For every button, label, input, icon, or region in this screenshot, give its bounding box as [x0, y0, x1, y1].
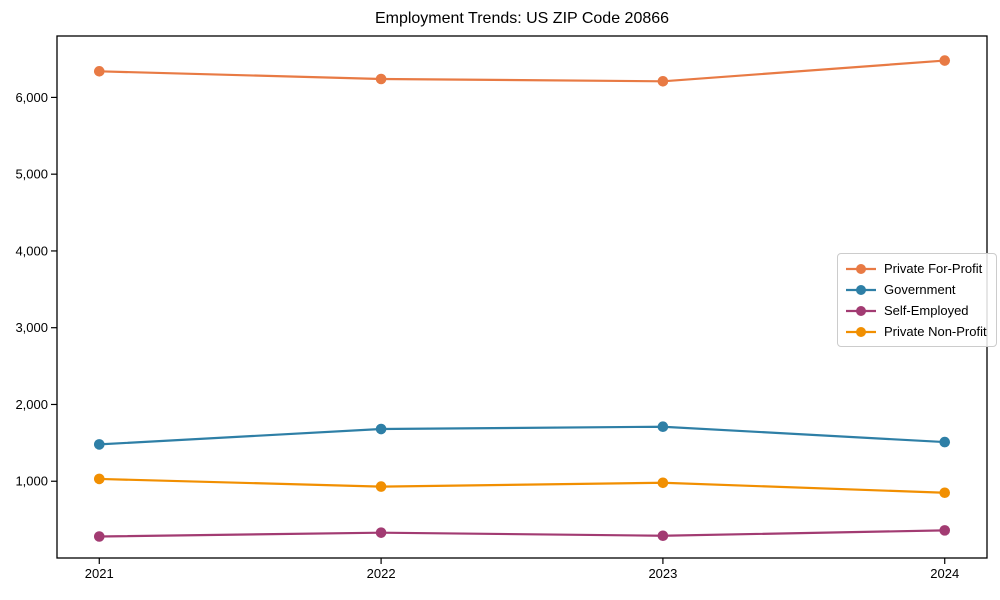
- data-point-private-for-profit-2023: [657, 75, 669, 87]
- legend-marker-private-non-profit-icon: [846, 326, 876, 337]
- legend-marker-private-for-profit-icon: [846, 263, 876, 274]
- data-point-self-employed-2021: [93, 531, 105, 542]
- x-tick-label: 2023: [648, 566, 677, 581]
- legend-marker-self-employed-icon: [846, 305, 876, 316]
- data-point-self-employed-2024: [939, 525, 951, 536]
- data-point-private-for-profit-2021: [93, 66, 105, 77]
- data-point-private-for-profit-2024: [939, 55, 951, 66]
- x-tick-label: 2021: [85, 566, 114, 581]
- legend-label: Government: [884, 282, 956, 297]
- series-line-self-employed: [98, 529, 946, 538]
- x-tick-label: 2022: [367, 566, 396, 581]
- legend-label: Private For-Profit: [884, 261, 983, 276]
- data-point-private-non-profit-2023: [657, 477, 669, 489]
- legend-item-government: Government: [846, 279, 987, 300]
- data-point-private-non-profit-2022: [375, 481, 387, 492]
- data-point-private-non-profit-2021: [93, 473, 105, 485]
- y-tick-label: 3,000: [15, 320, 48, 335]
- x-tick-label: 2024: [930, 566, 959, 581]
- data-point-private-for-profit-2022: [375, 73, 387, 85]
- legend-item-private-non-profit: Private Non-Profit: [846, 321, 987, 342]
- data-point-private-non-profit-2024: [939, 487, 951, 499]
- legend-marker-government-icon: [846, 284, 876, 295]
- y-tick-label: 4,000: [15, 243, 48, 258]
- y-tick-label: 2,000: [15, 397, 48, 412]
- y-tick-label: 1,000: [15, 474, 48, 489]
- series-line-private-for-profit: [98, 59, 946, 83]
- data-point-government-2024: [939, 436, 951, 448]
- data-point-government-2023: [657, 421, 669, 433]
- legend-item-self-employed: Self-Employed: [846, 300, 987, 321]
- y-tick-label: 6,000: [15, 90, 48, 105]
- y-tick-label: 5,000: [15, 167, 48, 182]
- chart-title: Employment Trends: US ZIP Code 20866: [374, 10, 670, 27]
- data-point-government-2022: [375, 423, 387, 435]
- data-point-self-employed-2022: [375, 527, 387, 538]
- legend-item-private-for-profit: Private For-Profit: [846, 258, 987, 279]
- legend-label: Self-Employed: [884, 303, 969, 318]
- data-point-government-2021: [93, 439, 105, 450]
- series-line-private-non-profit: [98, 477, 946, 494]
- legend-label: Private Non-Profit: [884, 324, 987, 339]
- data-point-self-employed-2023: [657, 530, 669, 542]
- series-line-government: [98, 425, 946, 446]
- legend: Private For-Profit Government Self-Employe…: [837, 253, 997, 347]
